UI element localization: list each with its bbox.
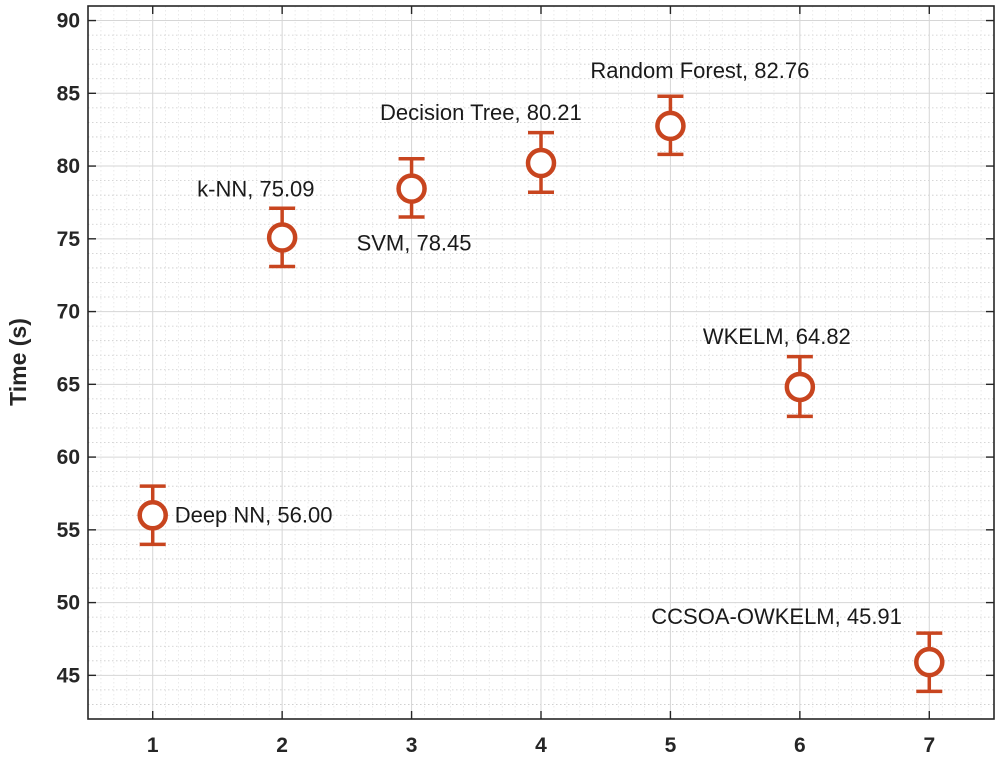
data-label: k-NN, 75.09	[197, 177, 314, 202]
data-label: CCSOA-OWKELM, 45.91	[651, 604, 902, 629]
axis-ticks	[88, 6, 994, 719]
x-tick-label: 4	[535, 734, 547, 757]
data-label: Deep NN, 56.00	[175, 502, 333, 527]
data-point	[396, 173, 427, 204]
x-tick-label: 6	[794, 734, 806, 757]
y-tick-label: 90	[57, 10, 80, 33]
data-labels: Deep NN, 56.00 k-NN, 75.09 SVM, 78.45 Decis…	[175, 58, 902, 629]
data-label: Random Forest, 82.76	[590, 58, 809, 83]
y-tick-label: 75	[57, 228, 81, 251]
y-tick-label: 80	[57, 155, 80, 178]
data-point	[784, 371, 816, 403]
y-tick-label: 70	[57, 301, 80, 324]
data-point	[525, 147, 557, 179]
y-tick-label: 50	[57, 592, 80, 615]
y-axis-label: Time (s)	[5, 318, 31, 406]
y-tick-label: 65	[57, 373, 81, 396]
data-markers	[137, 94, 945, 694]
y-tick-label: 55	[57, 519, 81, 542]
data-point	[914, 646, 945, 678]
data-label: SVM, 78.45	[357, 231, 472, 256]
major-grid	[88, 6, 994, 719]
y-tick-label: 85	[57, 82, 81, 105]
x-tick-label: 5	[665, 734, 677, 757]
y-tick-labels: 45 50 55 60 65 70 75 80 85 90	[57, 10, 81, 688]
x-tick-label: 7	[923, 734, 935, 757]
x-tick-label: 3	[406, 734, 418, 757]
data-point	[137, 500, 168, 531]
x-tick-label: 2	[276, 734, 288, 757]
data-point	[266, 222, 298, 253]
data-label: WKELM, 64.82	[703, 324, 851, 349]
data-point	[655, 110, 686, 142]
x-tick-labels: 1 2 3 4 5 6 7	[147, 734, 935, 757]
y-tick-label: 60	[57, 446, 80, 469]
data-label: Decision Tree, 80.21	[380, 100, 582, 125]
x-tick-label: 1	[147, 734, 159, 757]
y-tick-label: 45	[57, 664, 81, 687]
